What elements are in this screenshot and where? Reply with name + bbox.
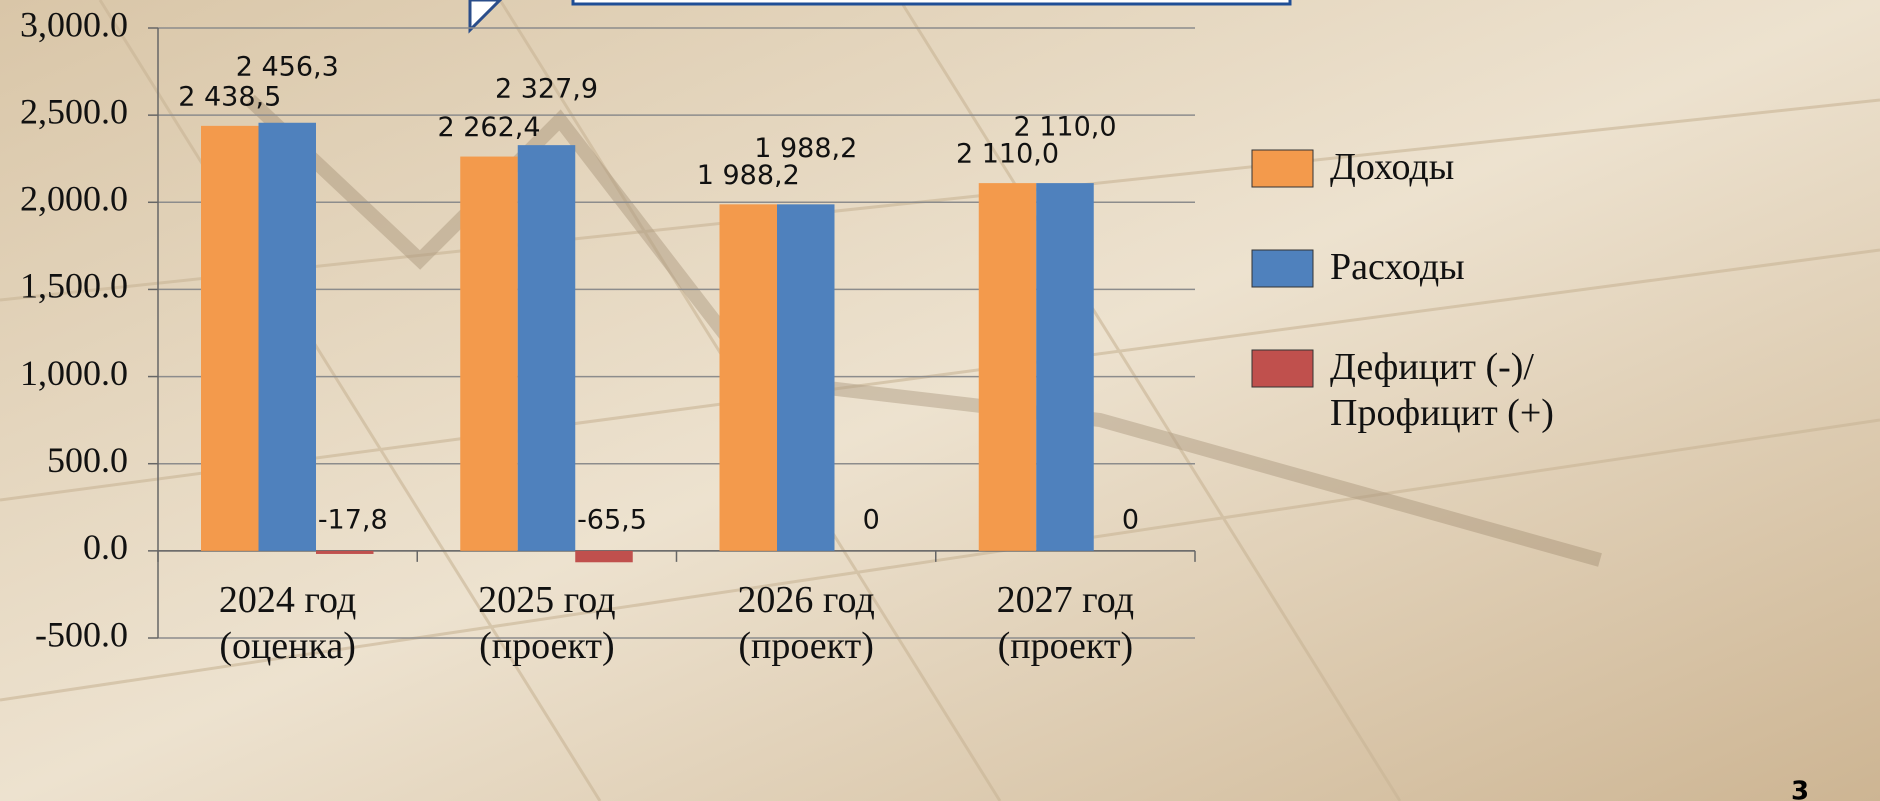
- x-tick-label-line: (проект): [998, 625, 1134, 667]
- legend-swatch: [1251, 349, 1314, 388]
- bar: [575, 550, 633, 563]
- value-label: 0: [1122, 504, 1139, 535]
- x-tick-label-line: 2026 год: [737, 579, 874, 621]
- y-tick-label: -500.0: [35, 614, 128, 654]
- x-tick-label-line: 2024 год: [219, 579, 356, 621]
- value-label: 2 438,5: [178, 81, 281, 112]
- legend-label-line: Профицит (+): [1330, 392, 1554, 434]
- x-tick-label: 2027 год (проект): [997, 579, 1134, 667]
- legend-swatch: [1251, 249, 1314, 288]
- callout-tail: [468, 0, 503, 34]
- x-tick-label: 2026 год (проект): [737, 579, 874, 667]
- value-label: 2 110,0: [1013, 112, 1116, 143]
- value-label: 0: [863, 504, 880, 535]
- x-tick-label: 2025 год (проект): [478, 579, 615, 667]
- value-label: 2 110,0: [956, 139, 1059, 170]
- legend-label-line: Дефицит (-)/: [1330, 346, 1534, 388]
- bar: [1036, 183, 1094, 551]
- bar: [978, 183, 1037, 551]
- value-label: 1 988,2: [754, 133, 857, 164]
- x-tick-label-line: (проект): [479, 625, 615, 667]
- legend-label: Доходы: [1330, 146, 1454, 188]
- legend-label: Дефицит (-)/Профицит (+): [1330, 346, 1554, 434]
- x-tick-label-line: 2025 год: [478, 579, 615, 621]
- x-tick-label-line: (проект): [738, 625, 874, 667]
- value-label: 2 456,3: [236, 51, 339, 82]
- y-tick-label: 2,500.0: [20, 91, 128, 131]
- y-tick-label: 1,000.0: [20, 353, 128, 393]
- y-tick-label: 1,500.0: [20, 266, 128, 306]
- bar: [316, 550, 374, 554]
- bar: [517, 145, 576, 551]
- y-tick-label: 3,000.0: [20, 4, 128, 44]
- bar: [258, 122, 316, 551]
- legend-label-line: Расходы: [1330, 246, 1465, 288]
- x-tick-label: 2024 год (оценка): [219, 579, 356, 667]
- value-label: 2 262,4: [437, 112, 540, 143]
- legend-label-line: Доходы: [1330, 146, 1454, 188]
- x-tick-label-line: (оценка): [219, 625, 356, 667]
- bar: [719, 204, 777, 551]
- legend-label: Расходы: [1330, 246, 1465, 288]
- value-label: 2 327,9: [495, 74, 598, 105]
- value-label: 1 988,2: [697, 160, 800, 191]
- value-label: -65,5: [577, 504, 647, 535]
- value-label: -17,8: [318, 504, 388, 535]
- bar: [201, 125, 259, 551]
- page-number: 3: [1791, 777, 1809, 801]
- y-tick-label: 2,000.0: [20, 179, 128, 219]
- callout-box: [571, 0, 1292, 6]
- bar: [777, 204, 835, 551]
- x-tick-label-line: 2027 год: [997, 579, 1134, 621]
- legend-swatch: [1251, 149, 1314, 188]
- bar: [460, 156, 518, 551]
- y-tick-label: 0.0: [83, 527, 128, 567]
- y-tick-label: 500.0: [47, 440, 128, 480]
